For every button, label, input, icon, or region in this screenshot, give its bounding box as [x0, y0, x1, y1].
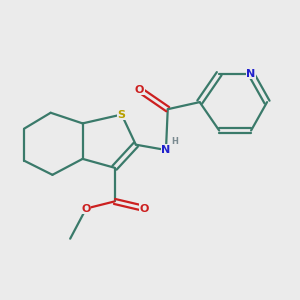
Text: O: O — [82, 203, 91, 214]
Text: O: O — [135, 85, 144, 95]
Text: N: N — [247, 69, 256, 79]
Text: S: S — [118, 110, 126, 119]
Text: O: O — [140, 203, 149, 214]
Text: N: N — [161, 145, 171, 155]
Text: H: H — [171, 136, 178, 146]
